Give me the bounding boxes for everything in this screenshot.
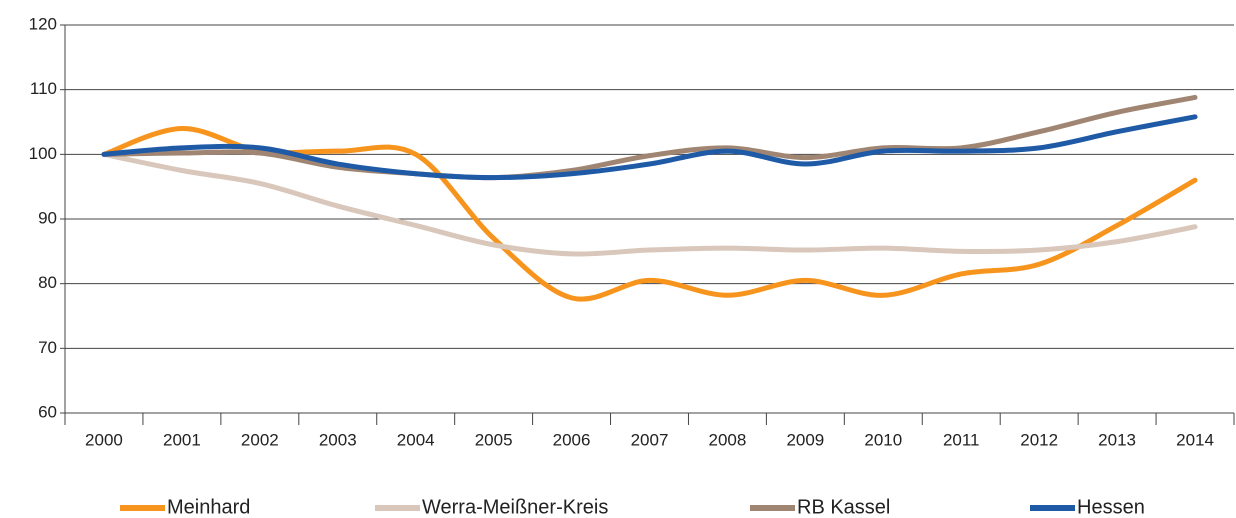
- x-tick-label: 2009: [786, 430, 824, 449]
- y-tick-label: 70: [38, 338, 57, 357]
- legend-label: Werra-Meißner-Kreis: [422, 496, 608, 518]
- x-tick-label: 2002: [241, 430, 279, 449]
- x-tick-label: 2000: [85, 430, 123, 449]
- x-tick-label: 2008: [709, 430, 747, 449]
- y-tick-label: 120: [29, 14, 57, 33]
- x-tick-label: 2013: [1098, 430, 1136, 449]
- y-tick-label: 80: [38, 273, 57, 292]
- x-tick-label: 2014: [1176, 430, 1214, 449]
- x-tick-label: 2001: [163, 430, 201, 449]
- x-tick-label: 2003: [319, 430, 357, 449]
- legend-label: RB Kassel: [797, 496, 890, 518]
- x-tick-label: 2010: [864, 430, 902, 449]
- legend-label: Meinhard: [167, 496, 250, 518]
- y-tick-label: 110: [30, 79, 57, 98]
- line: [101, 114, 1198, 181]
- x-tick-label: 2011: [943, 430, 980, 449]
- line: [101, 151, 1198, 257]
- x-tick-label: 2012: [1020, 430, 1058, 449]
- x-tick-label: 2006: [553, 430, 591, 449]
- y-tick-label: 60: [38, 402, 57, 421]
- line: [101, 94, 1198, 181]
- y-tick-label: 100: [29, 144, 57, 163]
- y-tick-label: 90: [38, 208, 57, 227]
- x-tick-label: 2004: [397, 430, 435, 449]
- x-tick-label: 2007: [631, 430, 669, 449]
- x-tick-label: 2005: [475, 430, 513, 449]
- legend-label: Hessen: [1077, 496, 1145, 518]
